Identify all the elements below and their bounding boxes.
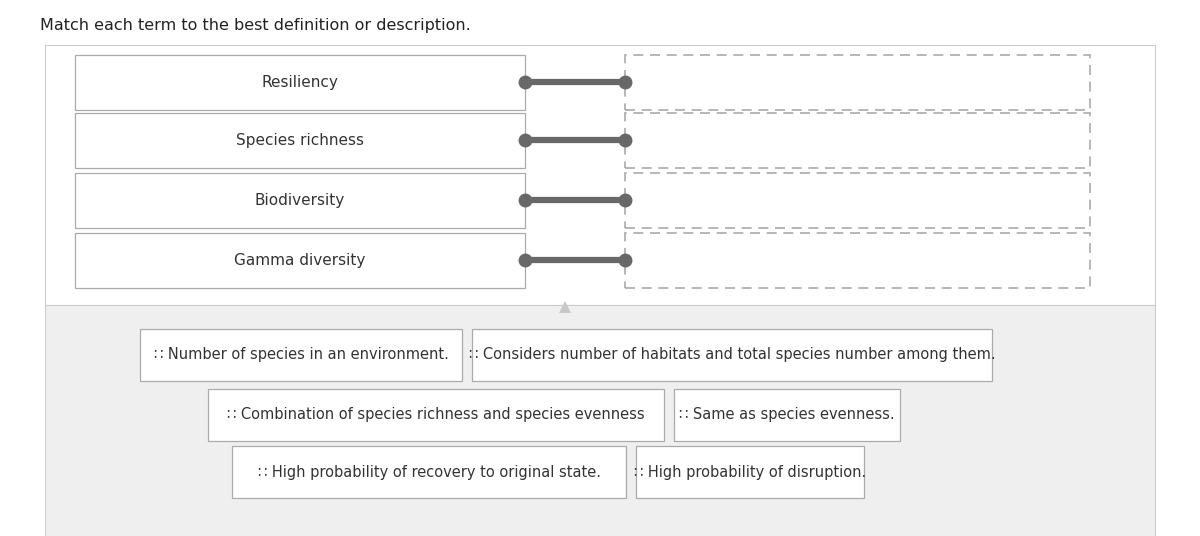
FancyBboxPatch shape xyxy=(74,113,526,168)
Text: ∷ Same as species evenness.: ∷ Same as species evenness. xyxy=(679,407,895,422)
FancyBboxPatch shape xyxy=(74,233,526,288)
FancyBboxPatch shape xyxy=(74,173,526,228)
FancyBboxPatch shape xyxy=(232,446,626,498)
FancyBboxPatch shape xyxy=(472,329,992,381)
Text: Biodiversity: Biodiversity xyxy=(254,192,346,207)
Text: Gamma diversity: Gamma diversity xyxy=(234,252,366,267)
FancyBboxPatch shape xyxy=(674,389,900,441)
Text: ∷ Number of species in an environment.: ∷ Number of species in an environment. xyxy=(154,347,449,362)
Text: Species richness: Species richness xyxy=(236,132,364,147)
Text: Match each term to the best definition or description.: Match each term to the best definition o… xyxy=(40,18,470,33)
FancyBboxPatch shape xyxy=(140,329,462,381)
Text: Resiliency: Resiliency xyxy=(262,75,338,90)
FancyBboxPatch shape xyxy=(46,45,1154,305)
Text: ∷ Combination of species richness and species evenness: ∷ Combination of species richness and sp… xyxy=(227,407,644,422)
FancyBboxPatch shape xyxy=(74,55,526,110)
FancyBboxPatch shape xyxy=(208,389,664,441)
Text: ∷ High probability of disruption.: ∷ High probability of disruption. xyxy=(634,465,866,480)
FancyBboxPatch shape xyxy=(46,305,1154,536)
Text: ∷ Considers number of habitats and total species number among them.: ∷ Considers number of habitats and total… xyxy=(469,347,995,362)
FancyBboxPatch shape xyxy=(636,446,864,498)
Text: ∷ High probability of recovery to original state.: ∷ High probability of recovery to origin… xyxy=(258,465,600,480)
